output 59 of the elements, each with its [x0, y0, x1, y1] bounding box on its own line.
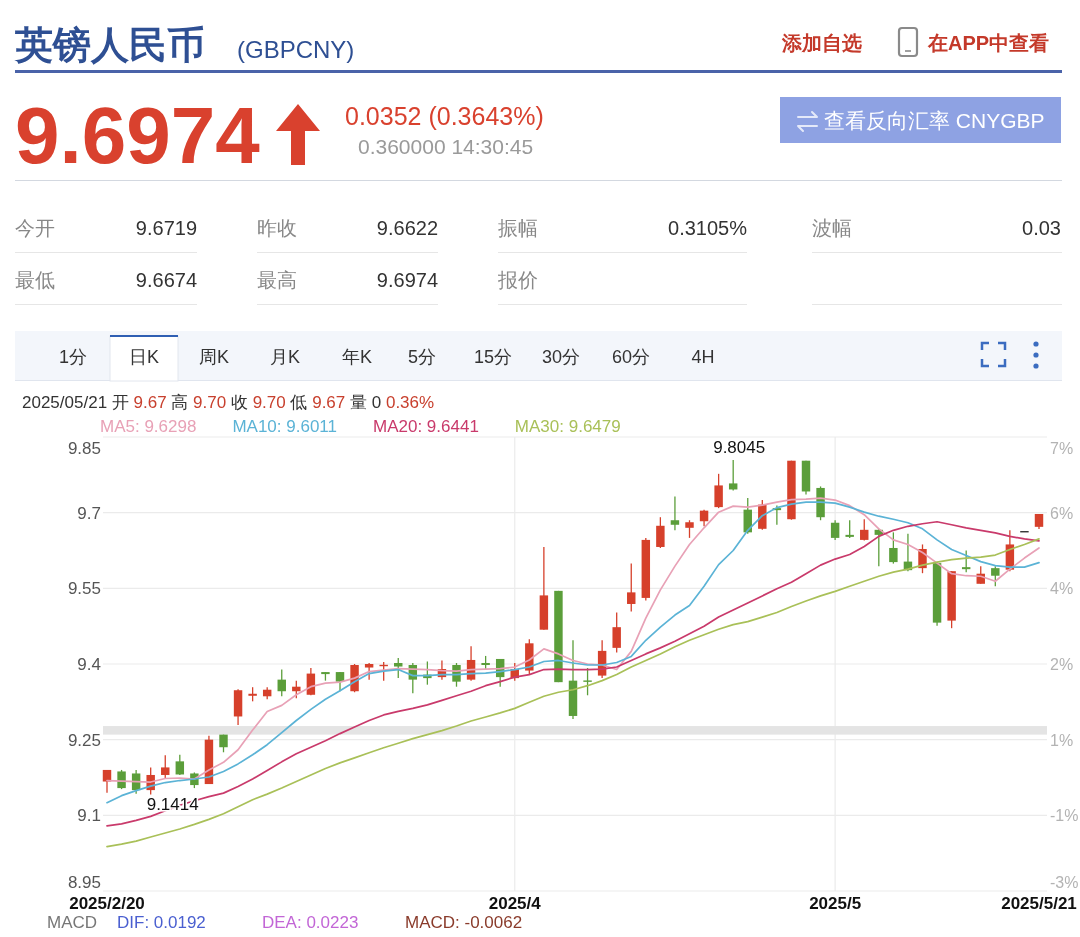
text: MACD — [47, 913, 98, 932]
text: 添加自选 — [781, 32, 862, 54]
text: 5分 — [407, 347, 437, 367]
text: 9.6974 — [15, 91, 261, 180]
text: 1分 — [58, 347, 88, 367]
text: 0.03 — [1022, 217, 1061, 239]
text: 年K — [341, 347, 373, 367]
annotation: 9.8045 — [713, 437, 766, 457]
y-tick-label: 9.85 — [67, 439, 101, 458]
y2-tick-label: -1% — [1050, 807, 1079, 825]
y2-tick-label: 1% — [1050, 731, 1074, 749]
text: MACD: -0.0062 — [405, 913, 523, 932]
text: 9.6719 — [135, 217, 197, 239]
text: 0.0352 (0.3643%) — [345, 102, 544, 130]
y2-tick-label: 7% — [1050, 440, 1074, 457]
text: MA30: 9.6479 — [514, 417, 621, 436]
text: 0.360000 14:30:45 — [358, 135, 534, 158]
y-tick-label: 8.95 — [67, 873, 101, 892]
x-tick-label: 2025/4 — [488, 894, 542, 913]
text: 周K — [198, 347, 230, 367]
chart-subtitle: (GBPCNY) — [237, 36, 355, 63]
text: 2025/05/21 开 9.67 高 9.70 收 9.70 低 9.67 量 0 0.36% — [22, 393, 435, 412]
y-tick-label: 9.4 — [77, 655, 101, 674]
text: 30分 — [541, 347, 581, 367]
y2-tick-label: 4% — [1050, 580, 1074, 598]
y-tick-label: 9.1 — [77, 806, 101, 826]
y2-tick-label: 2% — [1050, 655, 1074, 673]
text: 最低 — [15, 269, 55, 291]
y-tick-label: 9.7 — [77, 503, 101, 523]
y-tick-label: 9.55 — [67, 579, 101, 599]
text: MA20: 9.6441 — [373, 417, 479, 436]
y2-tick-label: 6% — [1050, 504, 1074, 522]
text: 9.6974 — [376, 269, 438, 291]
text: 日K — [128, 347, 160, 367]
text: 报价 — [497, 269, 538, 291]
x-tick-label: 2025/2/20 — [69, 894, 145, 913]
text: 0.3105% — [668, 217, 748, 239]
text: DIF: 0.0192 — [117, 913, 206, 932]
text: 昨收 — [257, 217, 297, 239]
text: 在APP中查看 — [927, 32, 1050, 54]
text: 波幅 — [812, 217, 852, 239]
text: 9.6674 — [135, 269, 197, 291]
x-tick-label: 2025/5/21 — [1001, 894, 1077, 913]
text: 60分 — [611, 347, 651, 367]
text: MA10: 9.6011 — [232, 417, 337, 436]
text: 今开 — [15, 217, 55, 239]
text: 4H — [691, 347, 715, 367]
y2-tick-label: -3% — [1050, 874, 1079, 891]
y-tick-label: 9.25 — [67, 730, 101, 750]
text: 振幅 — [498, 217, 538, 239]
text: MA5: 9.6298 — [100, 417, 197, 436]
chart-title: 英镑人民币 — [14, 24, 205, 66]
text: 月K — [269, 347, 301, 367]
x-tick-label: 2025/5 — [809, 894, 862, 913]
text: DEA: 0.0223 — [262, 913, 359, 932]
text: 15分 — [473, 347, 513, 367]
text: 最高 — [257, 269, 297, 291]
text: 9.6622 — [376, 217, 438, 239]
text: 查看反向汇率 CNYGBP — [824, 109, 1045, 132]
